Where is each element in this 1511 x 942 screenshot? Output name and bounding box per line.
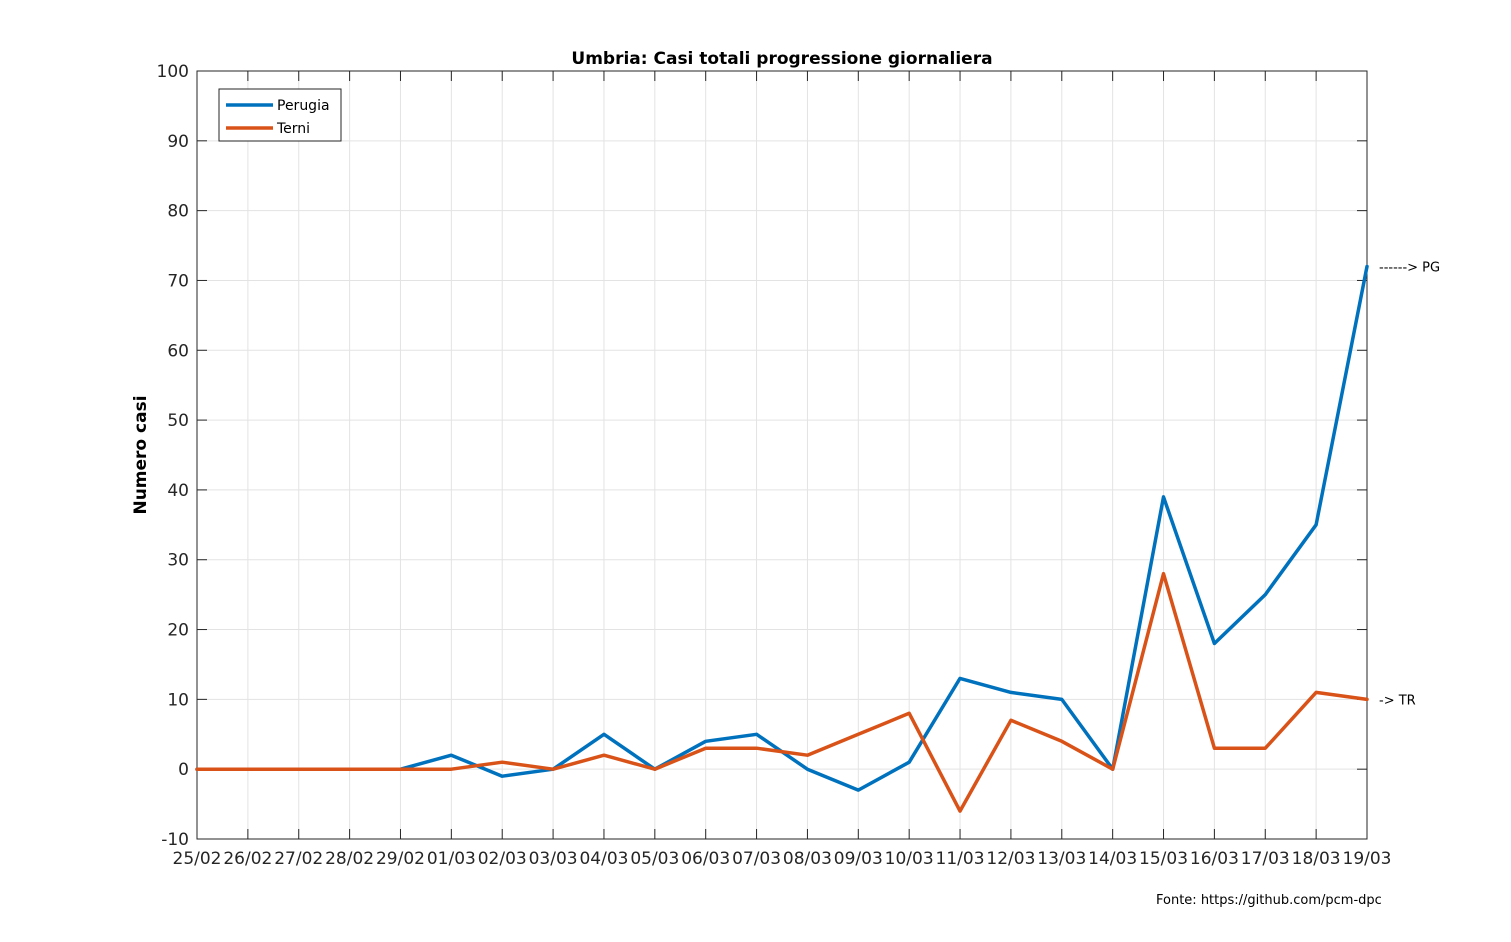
x-tick-label: 06/03 xyxy=(681,849,730,869)
y-tick-label: 0 xyxy=(178,760,189,780)
y-tick-label: -10 xyxy=(161,830,189,850)
series-lines xyxy=(195,264,1369,813)
x-tick-label: 02/03 xyxy=(478,849,527,869)
x-tick-label: 29/02 xyxy=(376,849,425,869)
x-tick-label: 08/03 xyxy=(783,849,832,869)
x-tick-label: 10/03 xyxy=(885,849,934,869)
y-axis-label: Numero casi xyxy=(131,395,151,514)
legend-label-terni: Terni xyxy=(276,121,310,137)
y-tick-label: 40 xyxy=(167,481,189,501)
x-tick-label: 09/03 xyxy=(834,849,883,869)
legend-label-perugia: Perugia xyxy=(277,98,330,114)
x-tick-label: 07/03 xyxy=(732,849,781,869)
x-tick-label: 16/03 xyxy=(1190,849,1239,869)
x-tick-label: 04/03 xyxy=(579,849,628,869)
x-tick-label: 12/03 xyxy=(986,849,1035,869)
annotation-perugia: ------> PG xyxy=(1379,260,1440,275)
y-tick-label: 60 xyxy=(167,341,189,361)
x-tick-label: 18/03 xyxy=(1292,849,1341,869)
source-note: Fonte: https://github.com/pcm-dpc xyxy=(1156,893,1382,908)
x-tick-label: 03/03 xyxy=(529,849,578,869)
x-tick-label: 28/02 xyxy=(325,849,374,869)
x-tick-label: 26/02 xyxy=(223,849,272,869)
y-tick-label: 30 xyxy=(167,551,189,571)
y-tick-label: 70 xyxy=(167,271,189,291)
legend: Perugia Terni xyxy=(218,88,342,142)
x-tick-label: 01/03 xyxy=(427,849,476,869)
y-tick-label: 100 xyxy=(157,62,189,82)
x-tick-label: 14/03 xyxy=(1088,849,1137,869)
x-tick-label: 27/02 xyxy=(274,849,323,869)
y-tick-label: 50 xyxy=(167,411,189,431)
y-tick-label: 10 xyxy=(167,690,189,710)
legend-box xyxy=(218,88,342,142)
plot-background xyxy=(197,71,1367,839)
x-tick-label: 15/03 xyxy=(1139,849,1188,869)
x-tick-label: 11/03 xyxy=(936,849,985,869)
annotation-terni: -> TR xyxy=(1379,693,1416,708)
annotations: ------> PG -> TR xyxy=(1379,260,1440,708)
y-tick-label: 80 xyxy=(167,202,189,222)
y-tick-label: 90 xyxy=(167,132,189,152)
x-tick-label: 05/03 xyxy=(630,849,679,869)
axes: -10 0 10 20 30 40 50 60 70 80 90 100 25/02 26/02 27/02… xyxy=(157,62,1392,869)
x-tick-label: 19/03 xyxy=(1343,849,1392,869)
x-tick-label: 17/03 xyxy=(1241,849,1290,869)
series-line-terni xyxy=(195,571,1369,813)
axes-box xyxy=(196,70,1368,840)
y-tick-label: 20 xyxy=(167,621,189,641)
x-tick-label: 25/02 xyxy=(173,849,222,869)
x-tick-label: 13/03 xyxy=(1037,849,1086,869)
chart-title: Umbria: Casi totali progressione giornal… xyxy=(571,49,992,69)
